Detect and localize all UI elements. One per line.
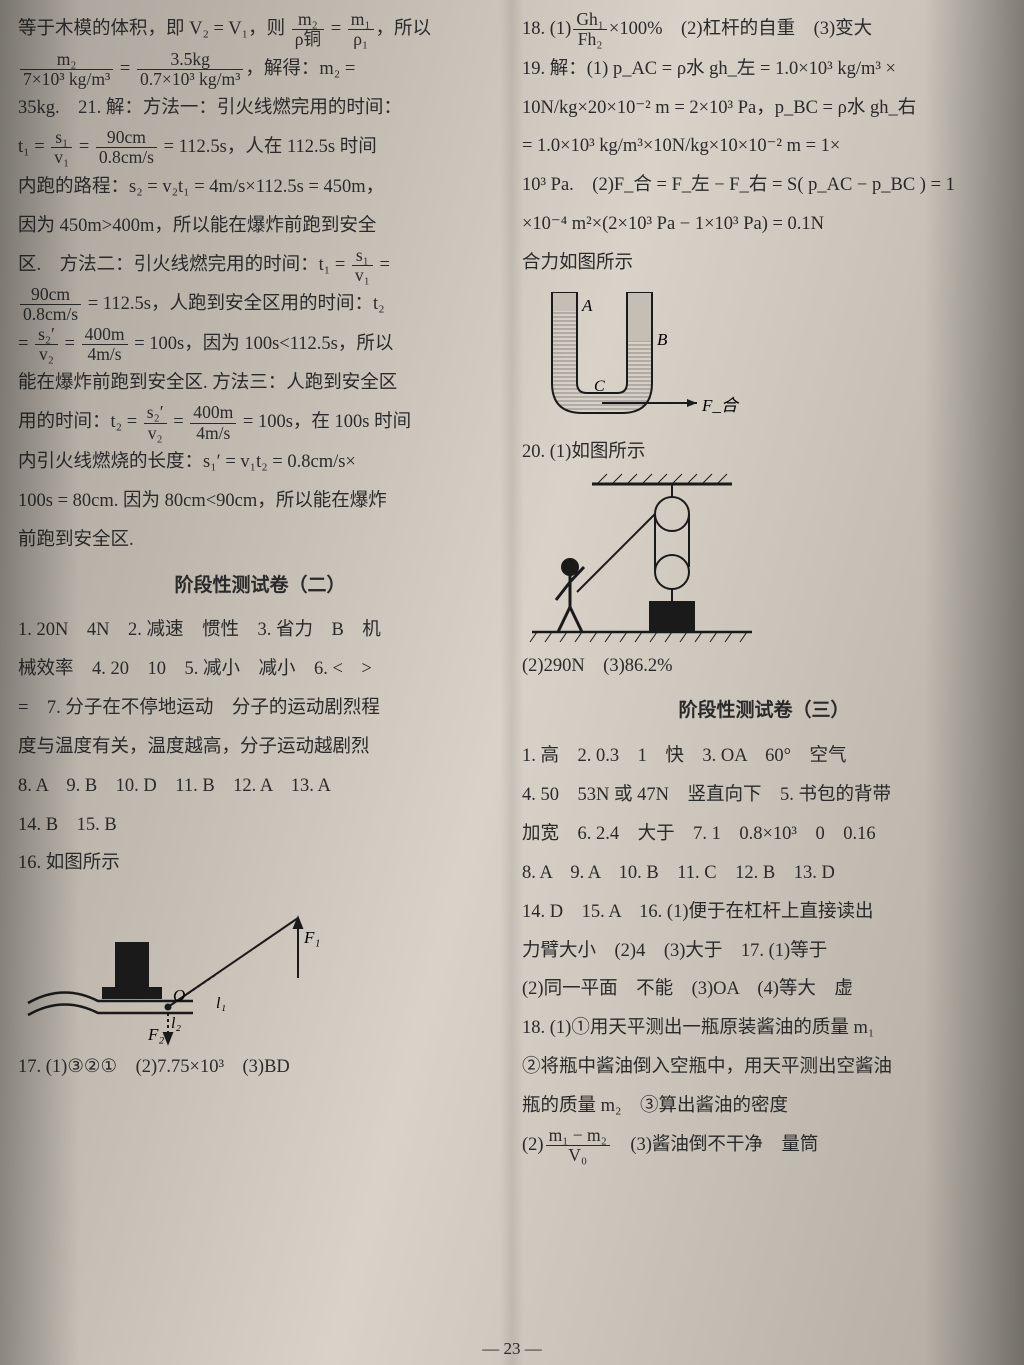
line: 力臂大小 (2)4 (3)大于 17. (1)等于 (522, 932, 1006, 971)
pulley-diagram (522, 472, 762, 647)
line: = 1.0×10³ kg/m³×10N/kg×10×10⁻² m = 1× (522, 127, 1006, 166)
line: 10³ Pa. (2)F_合 = F_左 − F_右 = S( p_AC − p… (522, 166, 1006, 205)
section-heading-2: 阶段性测试卷（二） (18, 566, 502, 606)
line: 10N/kg×20×10⁻² m = 2×10³ Pa，p_BC = ρ水 gh… (522, 89, 1006, 128)
svg-text:l₂: l₂ (171, 1015, 181, 1032)
svg-text:B: B (657, 330, 668, 349)
lever-diagram: F₁ F₂ O l₁ l₂ (18, 883, 338, 1048)
line: 度与温度有关，温度越高，分子运动越剧烈 (18, 728, 502, 767)
line: 1. 高 2. 0.3 1 快 3. OA 60° 空气 (522, 737, 1006, 776)
svg-text:l₁: l₁ (216, 995, 226, 1012)
svg-text:F_合: F_合 (701, 396, 740, 415)
left-column: 等于木模的体积，即 V₂ = V₁，则 m₂ρ铜 = m₁ρ₁，所以 m₂7×1… (0, 0, 512, 1365)
line: 14. D 15. A 16. (1)便于在杠杆上直接读出 (522, 893, 1006, 932)
line: 8. A 9. A 10. B 11. C 12. B 13. D (522, 854, 1006, 893)
line: 100s = 80cm. 因为 80cm<90cm，所以能在爆炸 (18, 482, 502, 521)
svg-text:C: C (594, 378, 605, 395)
line: 内引火线燃烧的长度：s₁′ = v₁t₂ = 0.8cm/s× (18, 443, 502, 482)
line: = 7. 分子在不停地运动 分子的运动剧烈程 (18, 689, 502, 728)
page-number: — 23 — (0, 1339, 1024, 1359)
line: 瓶的质量 m₂ ③算出酱油的密度 (522, 1087, 1006, 1126)
svg-text:O: O (173, 986, 185, 1005)
line: t₁ = s₁v₁ = 90cm0.8cm/s = 112.5s，人在 112.… (18, 128, 502, 168)
line: (2)290N (3)86.2% (522, 647, 1006, 686)
right-column: 18. (1)Gh₁Fh₂×100% (2)杠杆的自重 (3)变大 19. 解：… (512, 0, 1024, 1365)
line: 加宽 6. 2.4 大于 7. 1 0.8×10³ 0 0.16 (522, 815, 1006, 854)
line: m₂7×10³ kg/m³ = 3.5kg0.7×10³ kg/m³，解得：m₂… (18, 50, 502, 90)
section-heading-3: 阶段性测试卷（三） (522, 691, 1006, 731)
line: 18. (1)①用天平测出一瓶原装酱油的质量 m₁ (522, 1009, 1006, 1048)
line: ×10⁻⁴ m²×(2×10³ Pa − 1×10³ Pa) = 0.1N (522, 205, 1006, 244)
line: 因为 450m>400m，所以能在爆炸前跑到安全 (18, 207, 502, 246)
line: 械效率 4. 20 10 5. 减小 减小 6. < > (18, 650, 502, 689)
line: 用的时间：t₂ = s₂′v₂ = 400m4m/s = 100s，在 100s… (18, 403, 502, 443)
svg-text:F₂: F₂ (147, 1025, 164, 1044)
line: 等于木模的体积，即 V₂ = V₁，则 m₂ρ铜 = m₁ρ₁，所以 (18, 10, 502, 50)
line: 区. 方法二：引火线燃完用的时间：t₁ = s₁v₁ = (18, 246, 502, 286)
line: 1. 20N 4N 2. 减速 惯性 3. 省力 B 机 (18, 611, 502, 650)
line: (2)m₁ − m₂V₀ (3)酱油倒不干净 量筒 (522, 1126, 1006, 1166)
line: 18. (1)Gh₁Fh₂×100% (2)杠杆的自重 (3)变大 (522, 10, 1006, 50)
line: 19. 解：(1) p_AC = ρ水 gh_左 = 1.0×10³ kg/m³… (522, 50, 1006, 89)
line: 4. 50 53N 或 47N 竖直向下 5. 书包的背带 (522, 776, 1006, 815)
line: (2)同一平面 不能 (3)OA (4)等大 虚 (522, 970, 1006, 1009)
line: 16. 如图所示 (18, 844, 502, 883)
line: 20. (1)如图所示 (522, 433, 1006, 472)
svg-text:F₁: F₁ (303, 928, 320, 947)
utube-diagram: A B C F_合 (522, 283, 762, 433)
line: 17. (1)③②① (2)7.75×10³ (3)BD (18, 1048, 502, 1087)
line: 前跑到安全区. (18, 521, 502, 560)
line: 14. B 15. B (18, 806, 502, 845)
line: 35kg. 21. 解：方法一：引火线燃完用的时间： (18, 89, 502, 128)
svg-text:A: A (581, 296, 593, 315)
line: 能在爆炸前跑到安全区. 方法三：人跑到安全区 (18, 364, 502, 403)
line: 合力如图所示 (522, 244, 1006, 283)
line: 内跑的路程：s₂ = v₂t₁ = 4m/s×112.5s = 450m， (18, 168, 502, 207)
line: 8. A 9. B 10. D 11. B 12. A 13. A (18, 767, 502, 806)
line: = s₂′v₂ = 400m4m/s = 100s，因为 100s<112.5s… (18, 325, 502, 365)
line: ②将瓶中酱油倒入空瓶中，用天平测出空酱油 (522, 1048, 1006, 1087)
line: 90cm0.8cm/s = 112.5s，人跑到安全区用的时间：t₂ (18, 285, 502, 325)
